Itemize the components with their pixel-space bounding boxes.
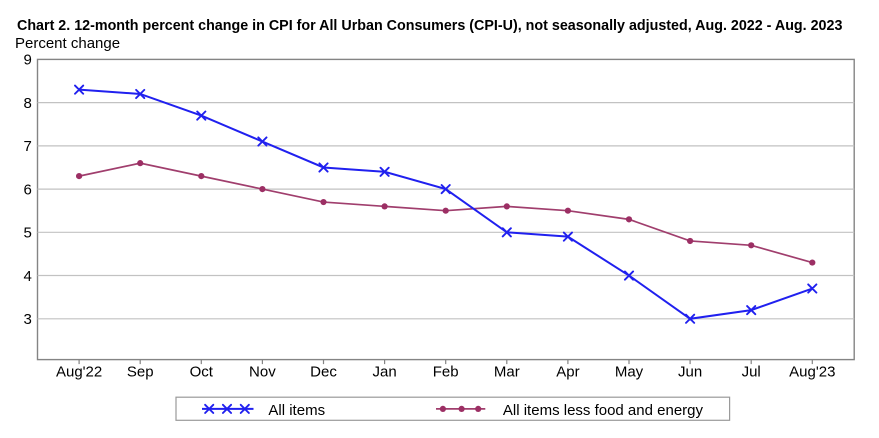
svg-text:Oct: Oct [190,363,214,380]
svg-text:Sep: Sep [127,363,154,380]
svg-text:All items: All items [268,402,325,419]
svg-text:7: 7 [23,138,31,155]
svg-text:9: 9 [23,52,31,69]
svg-text:6: 6 [23,181,31,198]
svg-text:Jan: Jan [373,363,397,380]
svg-text:Jun: Jun [678,363,702,380]
svg-text:Apr: Apr [556,363,579,380]
svg-text:4: 4 [23,268,31,285]
svg-text:8: 8 [23,95,31,112]
svg-text:Mar: Mar [494,363,520,380]
svg-text:All items less food and energy: All items less food and energy [503,402,704,419]
svg-text:3: 3 [23,311,31,328]
svg-text:Nov: Nov [249,363,276,380]
svg-text:Jul: Jul [742,363,761,380]
svg-text:5: 5 [23,225,31,242]
svg-text:Aug'23: Aug'23 [789,363,835,380]
svg-text:Dec: Dec [310,363,337,380]
svg-text:Feb: Feb [433,363,459,380]
svg-text:Aug'22: Aug'22 [56,363,102,380]
svg-text:May: May [615,363,644,380]
